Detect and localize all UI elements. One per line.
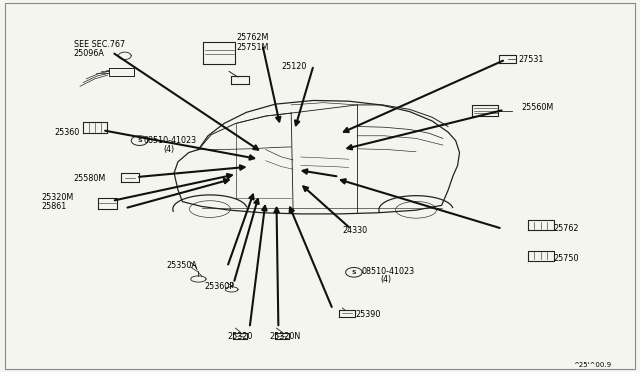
Text: 25750: 25750 [554,254,579,263]
Text: 08510-41023: 08510-41023 [144,136,197,145]
Text: (4): (4) [163,145,174,154]
Text: 25120: 25120 [282,62,307,71]
Text: 25861: 25861 [42,202,67,211]
Text: 25751M: 25751M [237,43,269,52]
Text: 25096A: 25096A [74,49,104,58]
Text: SEE SEC.767: SEE SEC.767 [74,40,125,49]
Text: 25360: 25360 [54,128,79,137]
Text: 25320N: 25320N [269,332,300,341]
Text: S: S [137,138,142,143]
Text: 25320: 25320 [227,332,253,341]
Text: 24330: 24330 [342,226,367,235]
Text: 25580M: 25580M [74,174,106,183]
Text: (4): (4) [381,275,392,284]
Text: S: S [351,270,356,275]
Text: 08510-41023: 08510-41023 [362,267,415,276]
Text: 25762: 25762 [554,224,579,233]
Text: ^25'^00.9: ^25'^00.9 [573,362,611,368]
Text: 25320M: 25320M [42,193,74,202]
Text: 25762M: 25762M [237,33,269,42]
Text: 25360P: 25360P [205,282,235,291]
Text: 27531: 27531 [518,55,544,64]
Text: 25350A: 25350A [166,262,197,270]
Text: 25390: 25390 [355,310,381,319]
Text: 25560M: 25560M [522,103,554,112]
